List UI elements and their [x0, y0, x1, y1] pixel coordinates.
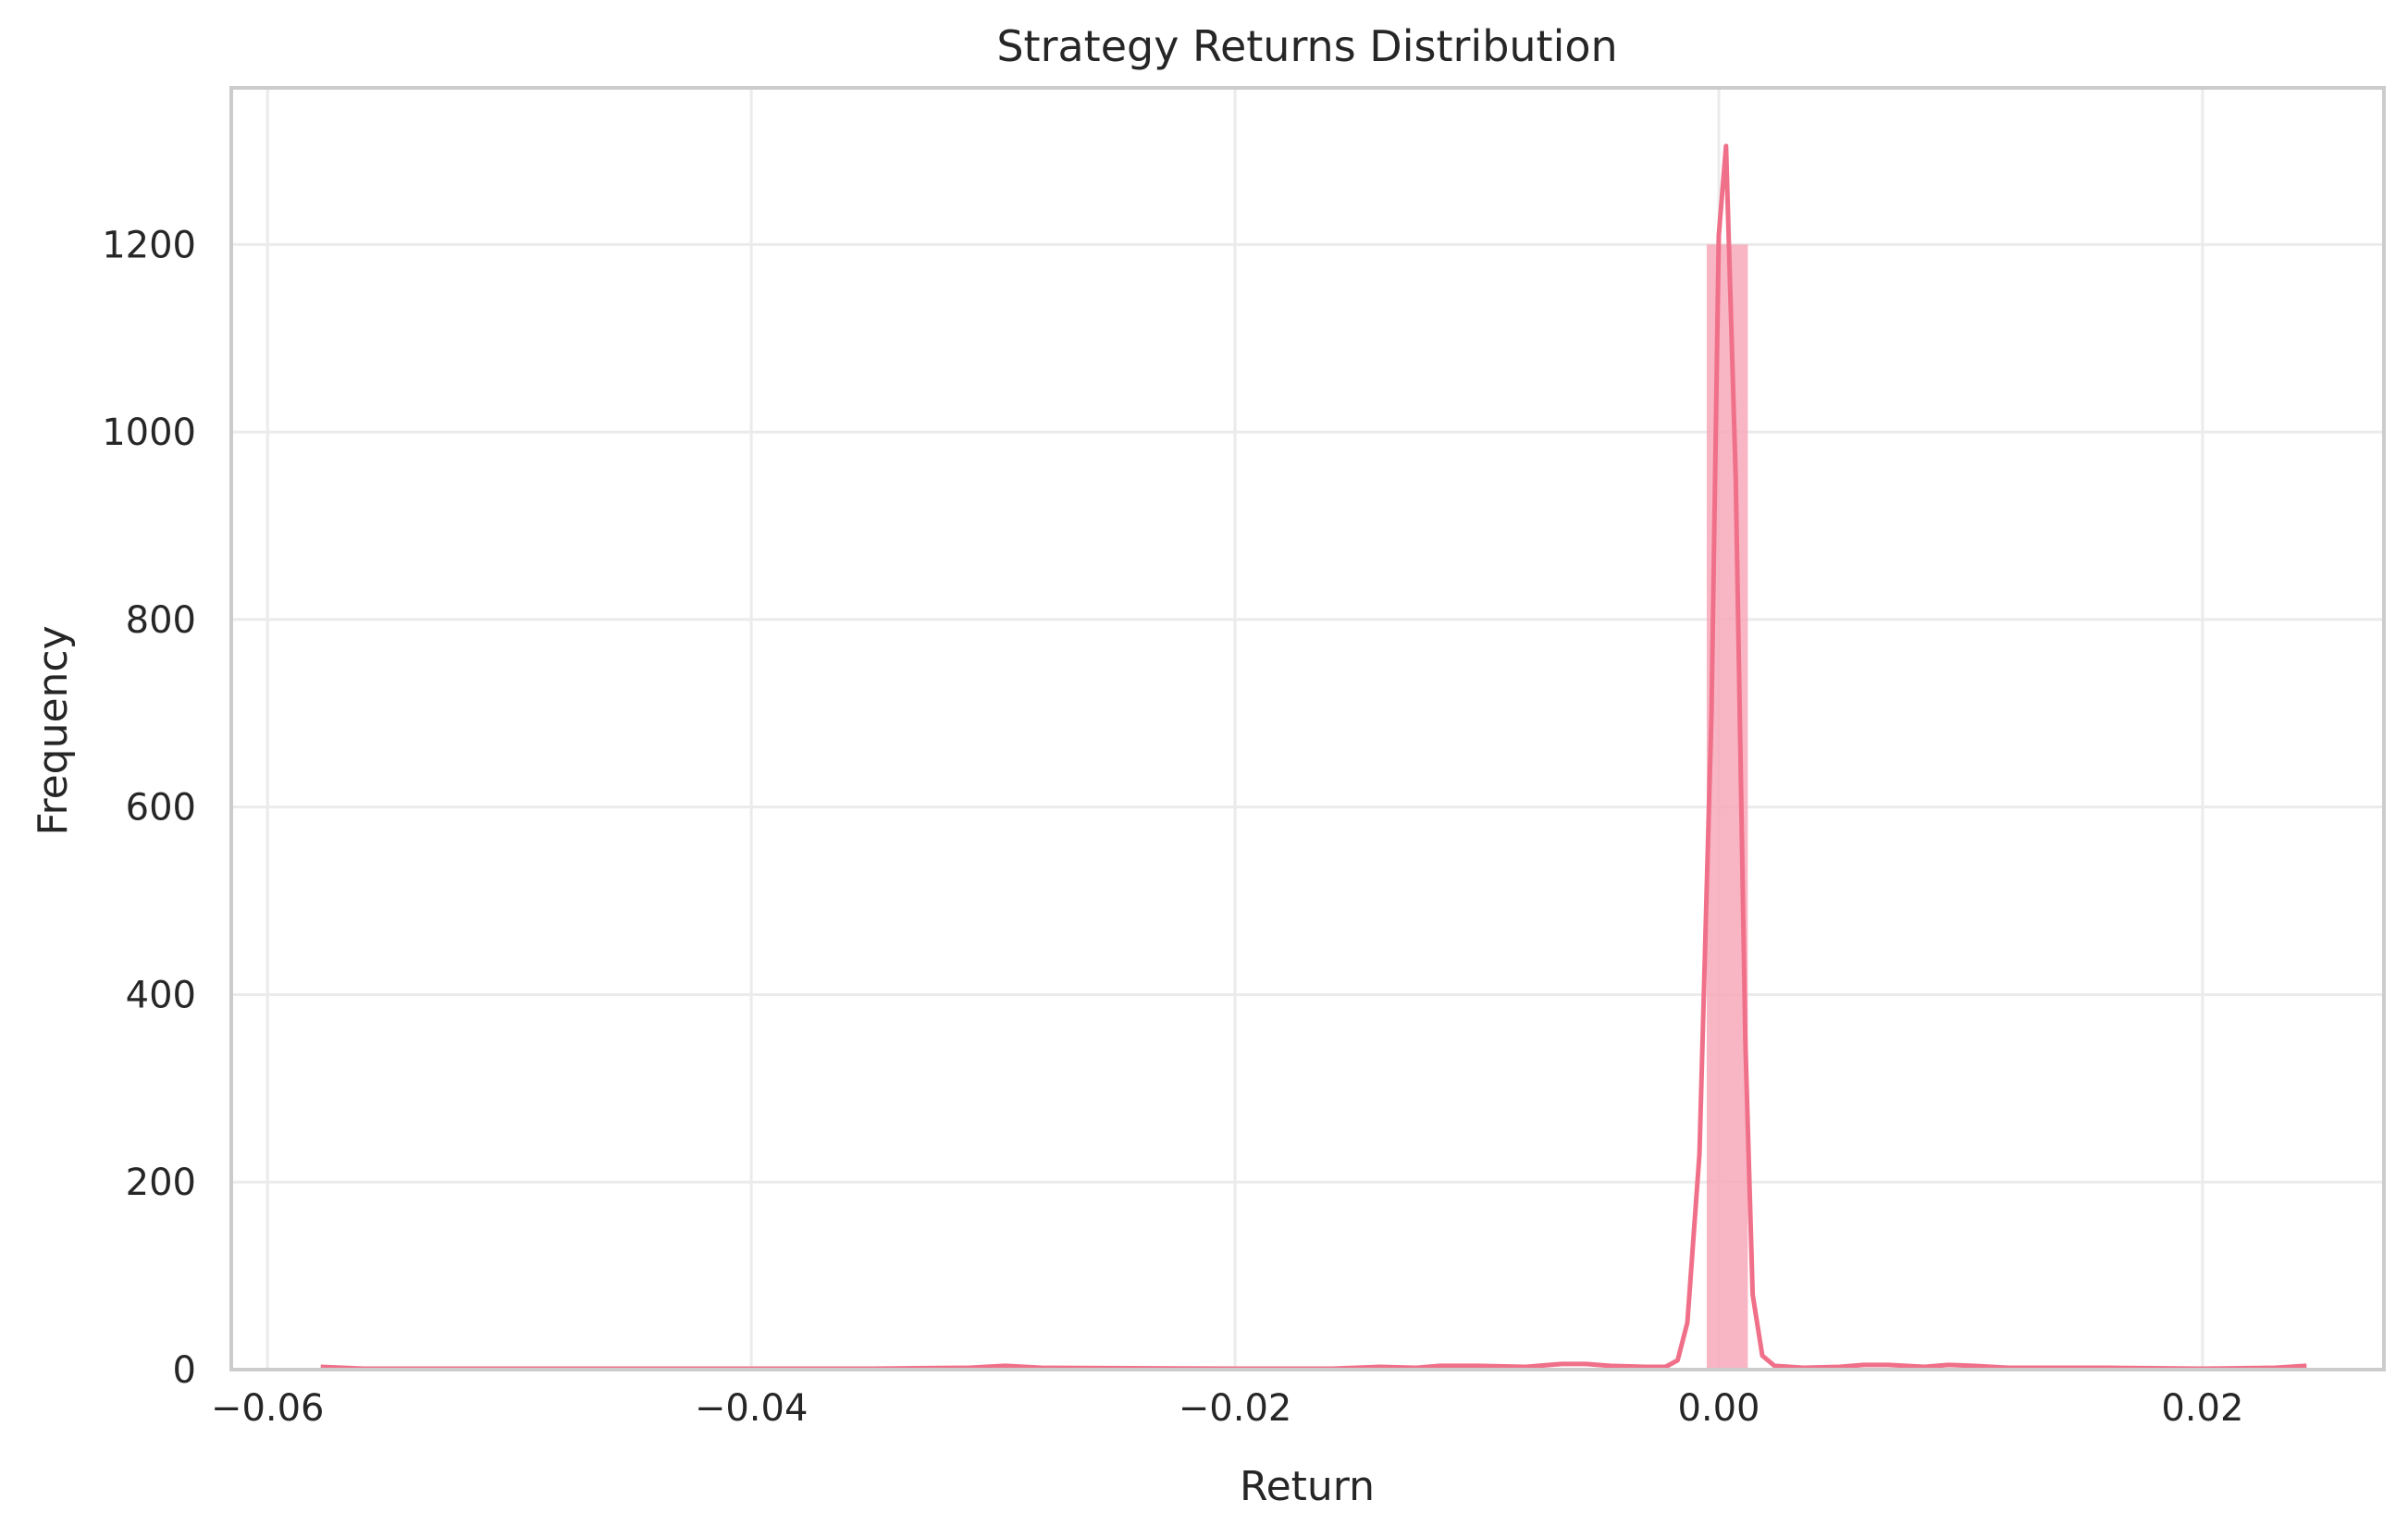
x-tick-label: 0.02: [2161, 1387, 2243, 1430]
plot-frame: [229, 86, 2386, 1371]
y-tick-label: 800: [126, 599, 196, 642]
y-tick-labels: 0 200 400 600 800 1000 1200: [102, 224, 196, 1392]
y-tick-label: 200: [126, 1162, 196, 1204]
x-tick-label: −0.06: [211, 1387, 325, 1430]
y-tick-label: 0: [173, 1349, 196, 1392]
chart-title: Strategy Returns Distribution: [996, 21, 1617, 71]
x-tick-label: 0.00: [1677, 1387, 1760, 1430]
x-tick-label: −0.04: [695, 1387, 809, 1430]
x-tick-label: −0.02: [1179, 1387, 1292, 1430]
y-tick-label: 600: [126, 787, 196, 830]
x-axis-label: Return: [1240, 1463, 1375, 1510]
y-axis-label: Frequency: [30, 625, 77, 835]
y-tick-label: 1000: [102, 412, 196, 454]
y-tick-label: 1200: [102, 224, 196, 266]
x-tick-labels: −0.06 −0.04 −0.02 0.00 0.02: [211, 1387, 2244, 1430]
y-tick-label: 400: [126, 974, 196, 1016]
